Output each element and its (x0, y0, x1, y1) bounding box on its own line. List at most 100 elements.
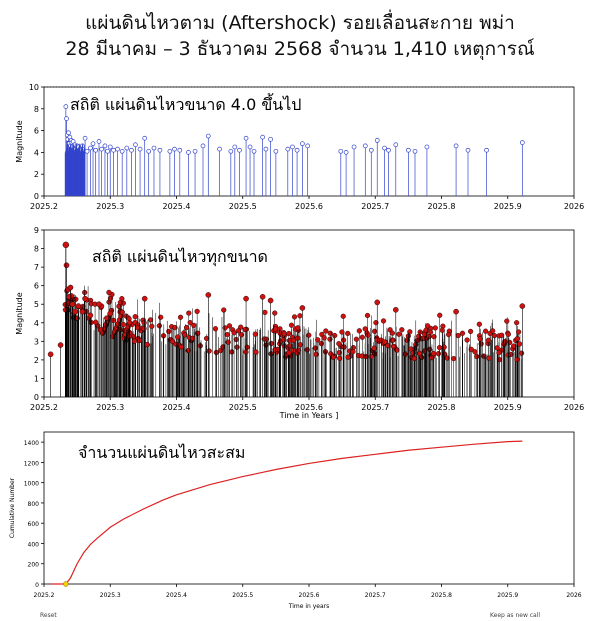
y-tick-label: 4 (34, 148, 39, 157)
event-marker (446, 331, 452, 338)
event-marker (131, 338, 138, 344)
event-marker (474, 353, 480, 360)
event-marker (228, 148, 234, 154)
event-marker (451, 355, 457, 362)
event-marker (132, 314, 138, 320)
event-marker (295, 325, 301, 331)
event-marker (90, 141, 96, 147)
event-marker (47, 351, 54, 358)
event-marker (340, 337, 347, 343)
event-marker (371, 345, 377, 351)
event-marker (507, 339, 513, 345)
event-marker (99, 146, 104, 152)
event-marker (142, 135, 148, 141)
event-marker (129, 147, 134, 153)
x-tick-label: 2025.5 (229, 403, 257, 412)
event-marker (253, 349, 259, 355)
y-tick-label: 6 (34, 127, 39, 136)
event-marker (306, 332, 312, 338)
event-marker (190, 335, 196, 342)
event-marker (491, 333, 498, 339)
mainshock-marker (62, 241, 70, 249)
event-marker (345, 330, 351, 336)
event-marker (259, 293, 266, 300)
event-marker (339, 329, 345, 335)
y-tick-label: 400 (28, 541, 40, 548)
event-marker (305, 143, 311, 149)
event-marker (141, 326, 147, 332)
event-marker (476, 321, 482, 327)
event-marker (468, 328, 474, 335)
event-marker (437, 312, 443, 318)
keep-label[interactable]: Keep as new call (490, 612, 541, 619)
event-marker (226, 323, 233, 329)
event-marker (350, 348, 356, 355)
event-marker (261, 336, 267, 342)
event-marker (205, 133, 211, 139)
event-marker (212, 326, 219, 332)
x-tick-label: 2025.5 (232, 592, 253, 599)
event-marker (192, 148, 198, 154)
event-marker (391, 343, 397, 350)
event-marker (290, 337, 297, 343)
y-tick-label: 1000 (24, 481, 39, 488)
event-marker (359, 353, 365, 359)
reset-label[interactable]: Reset (40, 612, 57, 619)
event-marker (411, 355, 417, 362)
event-marker (120, 321, 126, 328)
event-marker (172, 324, 178, 331)
event-marker (260, 134, 265, 140)
event-marker (362, 326, 368, 332)
event-marker (107, 144, 113, 150)
event-marker (87, 312, 94, 319)
event-marker (356, 328, 362, 334)
event-marker (281, 331, 287, 337)
event-marker (435, 351, 442, 357)
event-marker (372, 328, 378, 334)
event-marker (169, 338, 176, 344)
event-marker (519, 303, 526, 309)
event-marker (517, 341, 523, 347)
event-marker (238, 324, 244, 330)
event-marker (178, 344, 184, 350)
x-tick-label: 2025.4 (163, 403, 191, 412)
y-tick-label: 200 (28, 562, 40, 569)
event-marker (424, 323, 431, 329)
event-marker (490, 328, 496, 334)
event-marker (115, 146, 120, 152)
event-marker (516, 329, 522, 335)
event-marker (69, 301, 76, 308)
event-marker (362, 143, 368, 149)
event-marker (373, 320, 379, 326)
x-tick-label: 2025.5 (229, 202, 257, 211)
y-tick-label: 8 (34, 245, 39, 254)
y-tick-label: 9 (34, 226, 39, 235)
event-marker (272, 326, 278, 332)
event-marker (290, 144, 295, 150)
event-marker (82, 289, 88, 296)
event-marker (393, 142, 399, 148)
event-marker (247, 144, 253, 150)
event-marker (494, 345, 500, 351)
event-marker (514, 320, 520, 326)
event-marker (359, 334, 365, 340)
event-marker (291, 314, 298, 320)
event-marker (222, 325, 228, 331)
event-marker (482, 328, 489, 334)
event-marker (119, 309, 125, 315)
event-marker (485, 337, 491, 343)
event-marker (504, 318, 510, 324)
event-marker (518, 350, 525, 356)
event-marker (63, 262, 70, 269)
event-marker (272, 310, 278, 316)
y-tick-label: 8 (34, 105, 39, 114)
event-marker (141, 320, 147, 326)
panel-middle: 0 1 2 3 4 5 6 7 8 9 2025.2 2025.3 2025.4 2025.5 2025.6… (15, 226, 584, 420)
event-marker (67, 284, 74, 291)
event-marker (144, 342, 150, 348)
event-marker (374, 138, 380, 143)
event-marker (459, 330, 466, 336)
event-marker (106, 289, 112, 295)
x-tick-label: 2025.8 (428, 403, 456, 412)
event-marker (453, 308, 459, 315)
